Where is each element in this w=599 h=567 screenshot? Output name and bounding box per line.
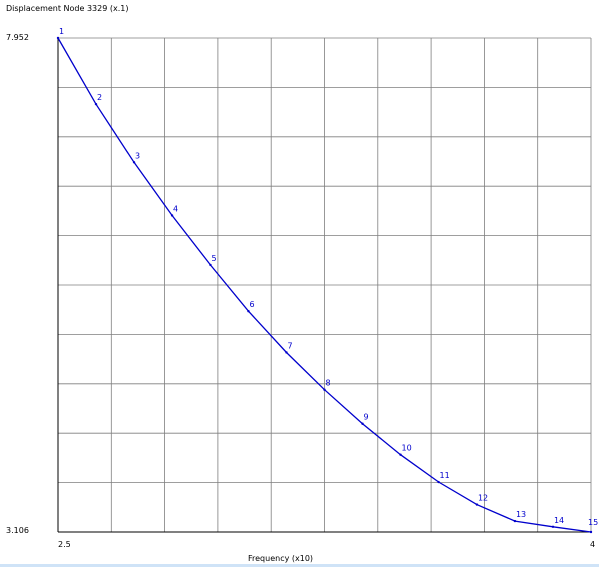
data-point-label: 9	[364, 413, 369, 422]
data-point	[513, 519, 517, 523]
data-point	[132, 161, 136, 164]
x-tick-label-right: 4	[590, 540, 595, 549]
data-point	[361, 422, 364, 425]
data-point	[285, 351, 288, 354]
data-point-label: 2	[97, 93, 102, 102]
x-axis-label: Frequency (x10)	[248, 554, 313, 563]
chart-title: Displacement Node 3329 (x.1)	[6, 4, 128, 13]
data-point	[209, 263, 212, 267]
data-point	[475, 503, 479, 506]
axes	[57, 38, 591, 533]
grid	[58, 37, 592, 532]
data-point-label: 3	[135, 151, 140, 160]
data-point-label: 7	[287, 341, 292, 350]
data-point	[551, 525, 555, 529]
data-point-label: 6	[249, 300, 254, 309]
series-group	[56, 36, 593, 534]
window-bottom-border	[0, 564, 599, 567]
data-point-label: 5	[211, 254, 216, 263]
data-point-label: 4	[173, 204, 178, 213]
y-tick-label-bottom: 3.106	[6, 526, 29, 535]
data-point-label: 8	[326, 379, 331, 388]
data-point	[94, 102, 98, 106]
data-point	[56, 36, 60, 40]
data-point-label: 10	[402, 444, 412, 453]
data-point-label: 13	[516, 510, 526, 519]
data-point-label: 14	[554, 516, 564, 525]
data-point	[170, 214, 174, 217]
data-point	[247, 309, 250, 313]
data-point	[437, 480, 440, 484]
data-point-label: 15	[588, 518, 598, 527]
y-tick-label-top: 7.952	[6, 33, 29, 42]
data-point	[399, 453, 402, 456]
data-point-label: 1	[59, 27, 64, 36]
data-point-label: 11	[440, 471, 450, 480]
data-point	[589, 530, 593, 534]
data-point	[323, 388, 326, 391]
x-tick-label-left: 2.5	[58, 540, 71, 549]
data-point-label: 12	[478, 494, 488, 503]
